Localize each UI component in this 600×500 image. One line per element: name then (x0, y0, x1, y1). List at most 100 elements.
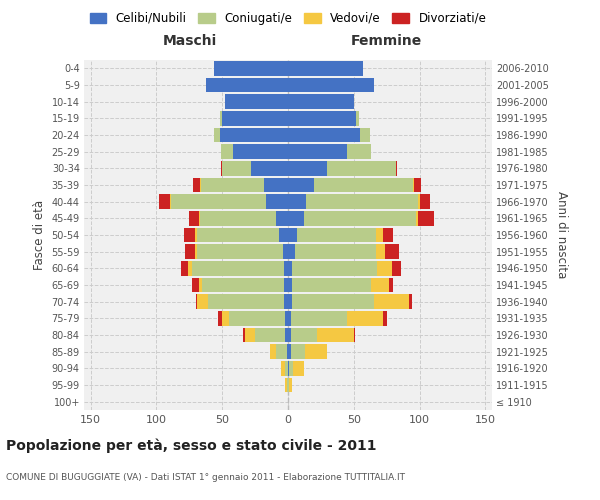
Bar (221, 161, 222, 176)
Bar (193, 178, 200, 192)
Bar (288, 128, 361, 142)
Bar (266, 194, 288, 209)
Bar (269, 344, 276, 359)
Bar (374, 294, 409, 309)
Bar (292, 278, 371, 292)
Bar (197, 228, 279, 242)
Bar (206, 78, 288, 92)
Bar (214, 128, 220, 142)
Bar (293, 361, 304, 376)
Text: Maschi: Maschi (163, 34, 217, 48)
Bar (208, 294, 284, 309)
Bar (383, 311, 387, 326)
Bar (305, 344, 328, 359)
Bar (184, 228, 194, 242)
Bar (265, 178, 288, 192)
Bar (286, 311, 288, 326)
Bar (288, 144, 347, 159)
Bar (354, 328, 355, 342)
Bar (222, 161, 251, 176)
Bar (286, 378, 287, 392)
Bar (185, 244, 194, 259)
Bar (290, 344, 305, 359)
Bar (307, 194, 418, 209)
Bar (159, 194, 170, 209)
Bar (292, 294, 374, 309)
Bar (383, 228, 393, 242)
Bar (281, 361, 286, 376)
Bar (288, 111, 356, 126)
Bar (409, 294, 412, 309)
Text: COMUNE DI BUGUGGIATE (VA) - Dati ISTAT 1° gennaio 2011 - Elaborazione TUTTITALIA: COMUNE DI BUGUGGIATE (VA) - Dati ISTAT 1… (6, 473, 405, 482)
Bar (200, 211, 276, 226)
Bar (288, 61, 363, 76)
Bar (289, 378, 292, 392)
Bar (245, 328, 255, 342)
Legend: Celibi/Nubili, Coniugati/e, Vedovi/e, Divorziati/e: Celibi/Nubili, Coniugati/e, Vedovi/e, Di… (86, 8, 490, 28)
Bar (376, 228, 383, 242)
Bar (201, 178, 265, 192)
Bar (356, 111, 359, 126)
Bar (290, 328, 317, 342)
Bar (202, 278, 284, 292)
Bar (419, 194, 430, 209)
Bar (288, 294, 292, 309)
Bar (290, 311, 347, 326)
Bar (194, 228, 197, 242)
Bar (233, 144, 288, 159)
Bar (288, 361, 289, 376)
Bar (222, 111, 288, 126)
Y-axis label: Fasce di età: Fasce di età (33, 200, 46, 270)
Bar (288, 244, 295, 259)
Bar (392, 261, 401, 276)
Bar (220, 111, 222, 126)
Bar (292, 261, 377, 276)
Bar (284, 261, 288, 276)
Bar (192, 278, 199, 292)
Bar (418, 194, 419, 209)
Bar (197, 294, 208, 309)
Bar (418, 211, 434, 226)
Bar (284, 294, 288, 309)
Bar (314, 178, 413, 192)
Bar (284, 278, 288, 292)
Bar (221, 144, 233, 159)
Bar (288, 278, 292, 292)
Bar (288, 78, 374, 92)
Bar (288, 161, 328, 176)
Y-axis label: Anni di nascita: Anni di nascita (556, 192, 568, 278)
Bar (251, 161, 288, 176)
Bar (200, 178, 201, 192)
Bar (289, 361, 293, 376)
Bar (255, 328, 286, 342)
Bar (415, 178, 421, 192)
Bar (361, 128, 370, 142)
Bar (214, 61, 288, 76)
Bar (288, 344, 290, 359)
Bar (376, 244, 385, 259)
Bar (288, 194, 307, 209)
Bar (288, 211, 304, 226)
Bar (317, 328, 354, 342)
Bar (288, 228, 297, 242)
Text: Popolazione per età, sesso e stato civile - 2011: Popolazione per età, sesso e stato civil… (6, 438, 377, 453)
Bar (218, 311, 222, 326)
Bar (389, 278, 393, 292)
Text: Femmine: Femmine (350, 34, 422, 48)
Bar (194, 244, 197, 259)
Bar (297, 228, 376, 242)
Bar (328, 161, 396, 176)
Bar (288, 328, 290, 342)
Bar (171, 194, 266, 209)
Bar (276, 211, 288, 226)
Bar (199, 211, 200, 226)
Bar (283, 244, 288, 259)
Bar (287, 344, 288, 359)
Bar (288, 178, 314, 192)
Bar (295, 244, 376, 259)
Bar (222, 311, 229, 326)
Bar (286, 361, 288, 376)
Bar (288, 378, 289, 392)
Bar (220, 128, 288, 142)
Bar (347, 311, 383, 326)
